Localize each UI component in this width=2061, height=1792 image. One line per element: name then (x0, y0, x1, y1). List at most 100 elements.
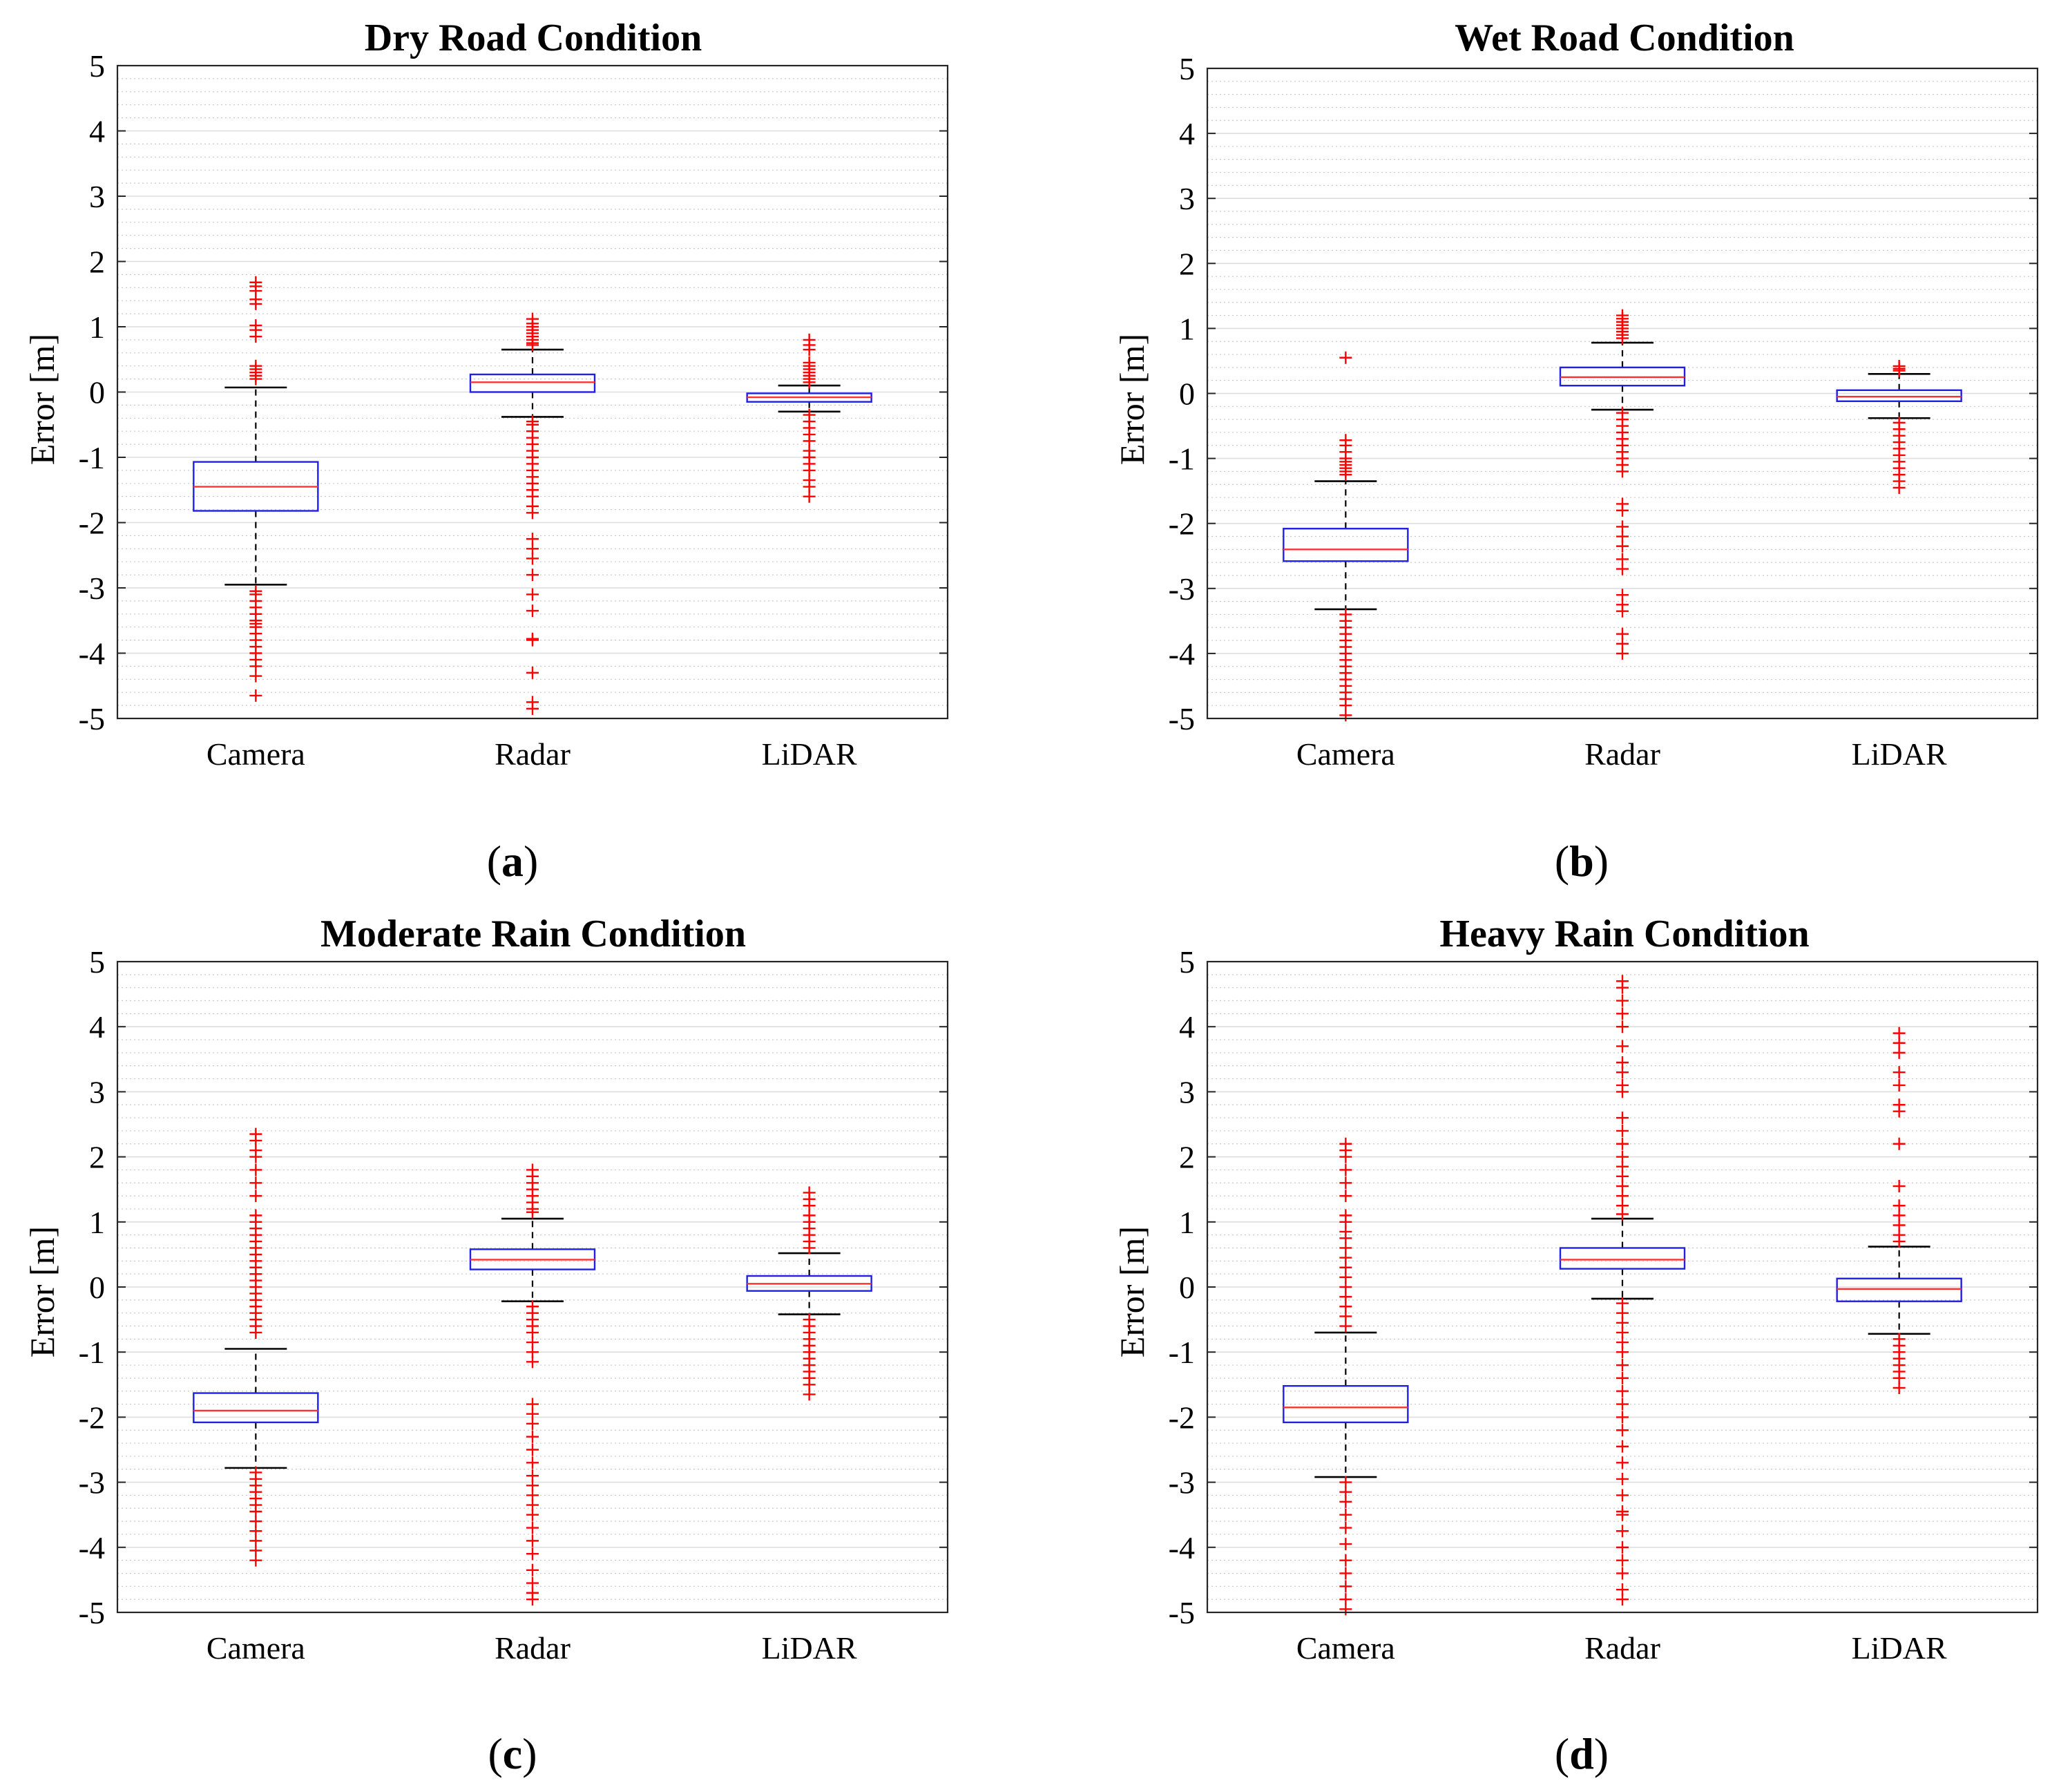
panel-d-ytick-label: 5 (1179, 944, 1195, 980)
panel-d-lidar-iqr-box (1836, 1277, 1962, 1302)
panel-d-camera-outlier (1339, 1603, 1352, 1616)
panel-a-ytick-label: 2 (89, 245, 105, 280)
panel-d-camera-iqr-box (1283, 1384, 1409, 1424)
panel-d-radar-outlier (1616, 1137, 1629, 1150)
panel-a-ytick-label: -2 (79, 506, 105, 541)
panel-d-radar-outlier (1616, 1112, 1629, 1125)
panel-a: Dry Road Condition Error [m] (a) -5 -4 -3 -… (23, 17, 949, 886)
panel-d-xtick-label: Radar (1584, 1630, 1660, 1666)
panel-b-ytick-label: 3 (1179, 181, 1195, 216)
panel-d-ytick-label: 4 (1179, 1009, 1195, 1045)
panel-d-radar-outlier (1616, 1489, 1629, 1502)
panel-d-lidar-outlier (1892, 1179, 1906, 1192)
panel-c-ytick-label: 1 (89, 1205, 105, 1240)
panel-c-radar-outlier (526, 1563, 539, 1576)
panel-d-radar-outlier (1616, 1424, 1629, 1437)
panel-d-ytick-label: 3 (1179, 1074, 1195, 1109)
panel-d-radar-outlier (1616, 1346, 1629, 1359)
panel-b-xtick-label: Radar (1584, 736, 1660, 772)
panel-c-camera-outlier (249, 1150, 262, 1163)
panel-c-camera-outlier (249, 1176, 262, 1190)
panel-b-axes-frame (1206, 67, 2039, 720)
panel-c-box-camera (193, 1127, 319, 1567)
panel-a-label: (a) (487, 837, 539, 886)
panel-c: Moderate Rain Condition Error [m] (c) -5… (23, 913, 949, 1778)
panel-d-camera-outlier (1339, 1190, 1352, 1203)
panel-c-ytick-label: 2 (89, 1140, 105, 1175)
panel-c-ytick-label: 4 (89, 1009, 105, 1045)
panel-d-radar-outlier (1616, 1371, 1629, 1384)
panel-d-xtick-label: Camera (1296, 1630, 1395, 1666)
panel-a-xtick-label: LiDAR (762, 736, 857, 772)
panel-d-ytick-label: -3 (1169, 1465, 1195, 1500)
panel-d-radar-outlier (1616, 1007, 1629, 1020)
panel-c-radar-outlier (526, 1443, 539, 1456)
panel-b-label: (b) (1555, 837, 1609, 886)
panel-d: Heavy Rain Condition Error [m] (d) -5 -4 -… (1113, 913, 2039, 1778)
panel-d-camera-outlier (1339, 1163, 1352, 1176)
panel-d-radar-outlier (1616, 1020, 1629, 1033)
panel-d-radar-outlier (1616, 1398, 1629, 1411)
panel-b-title: Wet Road Condition (1455, 17, 1794, 59)
panel-b-ytick-label: 0 (1179, 376, 1195, 412)
panel-c-camera-outlier (249, 1190, 262, 1203)
panel-c-ytick-label: -3 (79, 1465, 105, 1500)
panel-b-ytick-label: -1 (1169, 441, 1195, 477)
panel-c-lidar-outlier (803, 1241, 816, 1255)
panel-d-ytick-label: -2 (1169, 1400, 1195, 1435)
panel-d-axes-frame (1206, 960, 2039, 1614)
panel-d-radar-outlier (1616, 1508, 1629, 1521)
panel-c-ytick-label: 5 (89, 944, 105, 980)
panel-d-radar-outlier (1616, 1124, 1629, 1137)
panel-d-box-lidar (1836, 1027, 1962, 1395)
panel-b-ylabel: Error [m] (1113, 334, 1151, 465)
panel-b-camera-iqr-box (1283, 528, 1409, 562)
panel-d-lidar-outlier (1892, 1382, 1906, 1395)
panel-d-radar-outlier (1616, 1359, 1629, 1372)
panel-a-radar-outlier (526, 633, 539, 647)
panel-a-letter: a (501, 837, 524, 886)
panel-a-radar-outlier (526, 588, 539, 601)
panel-c-ytick-label: 0 (89, 1270, 105, 1305)
panel-a-ytick-label: 1 (89, 309, 105, 345)
panel-b-ytick-label: 5 (1179, 51, 1195, 86)
panel-d-xtick-label: LiDAR (1852, 1630, 1947, 1666)
panel-a-lidar-outlier (803, 343, 816, 356)
panel-b-radar-outlier (1616, 332, 1629, 345)
panel-c-radar-outlier (526, 1521, 539, 1534)
panel-a-xtick-label: Radar (495, 736, 571, 772)
panel-d-label: (d) (1555, 1729, 1609, 1778)
panel-a-lidar-outlier (803, 376, 816, 389)
panel-d-radar-outlier (1616, 1472, 1629, 1485)
panel-d-camera-outlier (1339, 1538, 1352, 1551)
panel-c-axes-frame (116, 960, 949, 1614)
panel-b-radar-outlier (1616, 540, 1629, 553)
panel-b-ytick-label: -3 (1169, 571, 1195, 607)
panel-d-lidar-outlier (1892, 1105, 1906, 1118)
panel-d-radar-outlier (1616, 1554, 1629, 1567)
panel-c-xtick-label: Camera (207, 1630, 305, 1666)
panel-c-xtick-label: Radar (495, 1630, 571, 1666)
panel-a-box-lidar (746, 333, 872, 503)
panel-c-radar-outlier (526, 1534, 539, 1547)
panel-d-camera-outlier (1339, 1554, 1352, 1567)
panel-c-camera-outlier (249, 1326, 262, 1339)
panel-d-ylabel: Error [m] (1113, 1226, 1151, 1357)
panel-b-ytick-label: 2 (1179, 246, 1195, 281)
panel-d-ytick-label: 0 (1179, 1270, 1195, 1305)
panel-c-title: Moderate Rain Condition (320, 913, 746, 955)
panel-c-lidar-outlier (803, 1388, 816, 1401)
panel-d-ytick-label: -4 (1169, 1530, 1195, 1565)
panel-d-ytick-label: -1 (1169, 1335, 1195, 1370)
panel-a-radar-outlier (526, 666, 539, 679)
panel-c-ylabel: Error [m] (23, 1226, 61, 1357)
panel-c-camera-outlier (249, 1163, 262, 1176)
panel-b-xtick-label: LiDAR (1852, 736, 1947, 772)
panel-d-ytick-label: -5 (1169, 1595, 1195, 1630)
panel-d-lidar-outlier (1892, 1066, 1906, 1079)
panel-b-box-lidar (1836, 359, 1962, 494)
panel-d-camera-outlier (1339, 1176, 1352, 1190)
panel-a-ytick-label: -4 (79, 636, 105, 671)
panel-c-radar-outlier (526, 1593, 539, 1606)
panel-b-ytick-label: 4 (1179, 116, 1195, 151)
